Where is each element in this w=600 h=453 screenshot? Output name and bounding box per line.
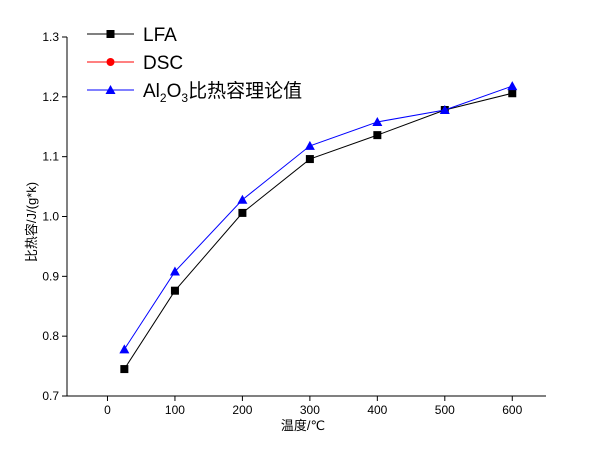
legend-item-0: LFA (87, 25, 177, 46)
data-point (373, 131, 382, 140)
x-axis-title: 温度/℃ (281, 418, 325, 433)
x-tick-label: 300 (300, 403, 320, 417)
legend: LFA DSC Al2O3比热容理论值 (87, 25, 302, 105)
y-tick-label: 0.8 (42, 329, 59, 343)
data-point (119, 344, 130, 354)
y-tick-label: 1.2 (42, 90, 59, 104)
data-point (170, 286, 179, 295)
legend-marker (105, 85, 116, 94)
legend-label-part: Al (143, 81, 160, 102)
series-layer (119, 81, 518, 374)
data-point (237, 194, 248, 204)
series-0 (120, 89, 517, 374)
y-axis-title: 比热容/J/(g*k) (24, 182, 39, 262)
x-tick-label: 400 (367, 403, 387, 417)
data-point (439, 104, 450, 114)
x-tick-label: 200 (232, 403, 252, 417)
legend-item-1: DSC (87, 53, 183, 74)
y-tick-label: 1.1 (42, 150, 59, 164)
legend-marker (106, 30, 115, 38)
legend-label: DSC (143, 53, 183, 74)
legend-label-subscript: 2 (160, 91, 167, 105)
data-point (120, 365, 129, 374)
data-point (304, 140, 315, 150)
data-point (507, 81, 518, 91)
data-point (305, 155, 314, 164)
data-point (508, 89, 517, 98)
y-tick-label: 1.0 (42, 210, 59, 224)
data-point (169, 266, 180, 276)
series-line (123, 92, 513, 370)
legend-label-part: 比热容理论值 (188, 80, 302, 102)
legend-label: LFA (143, 25, 177, 46)
data-point (372, 116, 383, 126)
legend-label: Al2O3比热容理论值 (143, 80, 302, 105)
legend-label-subscript: 3 (181, 91, 188, 105)
y-tick-label: 0.9 (42, 269, 59, 283)
series-2 (119, 81, 518, 354)
y-tick-label: 0.7 (42, 389, 59, 403)
series-line (123, 85, 513, 350)
x-tick-label: 0 (104, 403, 111, 417)
legend-marker (106, 58, 115, 66)
axes: 0.7 0.8 0.9 1.0 1.1 1.2 1.3 0 100 200 300 400 500 600 (42, 30, 546, 417)
x-tick-label: 100 (165, 403, 185, 417)
legend-label-part: O (167, 81, 182, 102)
x-tick-label: 500 (435, 403, 455, 417)
data-point (238, 208, 247, 217)
x-tick-label: 600 (502, 403, 522, 417)
y-tick-label: 1.3 (42, 30, 59, 44)
legend-item-2: Al2O3比热容理论值 (87, 80, 302, 105)
